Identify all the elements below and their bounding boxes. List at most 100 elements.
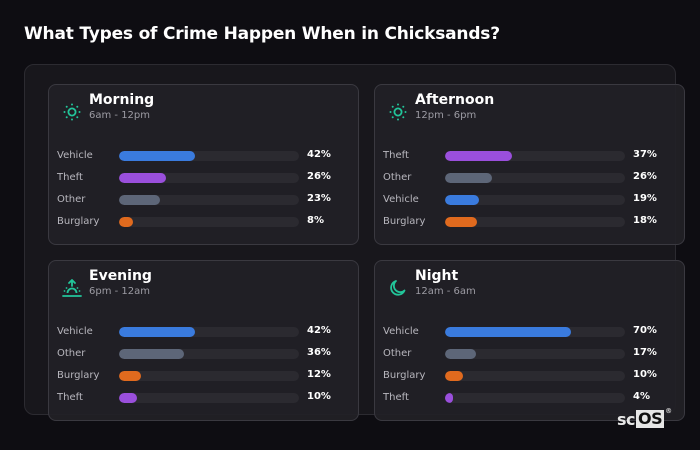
bar-value: 18% <box>633 215 657 226</box>
card-evening: Evening 6pm - 12am Vehicle 42% Other 36% Bur… <box>48 260 359 421</box>
bar-list: Vehicle 70% Other 17% Burglary 10% Theft 4% <box>375 323 684 411</box>
card-afternoon: Afternoon 12pm - 6pm Theft 37% Other 26% Veh… <box>374 84 685 245</box>
card-title: Evening <box>89 268 152 284</box>
bar-fill <box>119 393 137 403</box>
bar-track <box>445 151 625 161</box>
bar-value: 42% <box>307 325 331 336</box>
bar-label: Theft <box>383 392 409 403</box>
bar-value: 42% <box>307 149 331 160</box>
bar-fill <box>119 151 195 161</box>
bar-track <box>445 327 625 337</box>
bar-fill <box>445 371 463 381</box>
bar-value: 26% <box>307 171 331 182</box>
bar-label: Vehicle <box>57 150 93 161</box>
bar-value: 26% <box>633 171 657 182</box>
card-morning: Morning 6am - 12pm Vehicle 42% Theft 26% Oth… <box>48 84 359 245</box>
bar-row: Other 36% <box>49 345 358 367</box>
bar-label: Burglary <box>383 216 426 227</box>
bar-value: 36% <box>307 347 331 358</box>
bar-fill <box>119 327 195 337</box>
sun-icon <box>387 101 409 123</box>
card-time-range: 12am - 6am <box>415 286 476 297</box>
bar-fill <box>119 371 141 381</box>
bar-row: Theft 26% <box>49 169 358 191</box>
bar-track <box>119 349 299 359</box>
sun-icon <box>61 101 83 123</box>
bar-value: 37% <box>633 149 657 160</box>
bar-fill <box>119 217 134 227</box>
bar-fill <box>445 327 571 337</box>
bar-track <box>119 173 299 183</box>
bar-row: Other 17% <box>375 345 684 367</box>
bar-fill <box>445 217 478 227</box>
bar-fill <box>119 173 166 183</box>
bar-track <box>119 371 299 381</box>
bar-row: Theft 37% <box>375 147 684 169</box>
bar-fill <box>445 393 453 403</box>
bar-label: Other <box>383 172 412 183</box>
bar-list: Theft 37% Other 26% Vehicle 19% Burglary 18% <box>375 147 684 235</box>
bar-track <box>119 151 299 161</box>
scos-logo: sc OS ® <box>617 407 672 429</box>
bar-track <box>119 195 299 205</box>
bar-row: Vehicle 42% <box>49 323 358 345</box>
card-time-range: 6pm - 12am <box>89 286 151 297</box>
bar-list: Vehicle 42% Theft 26% Other 23% Burglary 8% <box>49 147 358 235</box>
bar-track <box>445 349 625 359</box>
bar-fill <box>119 195 161 205</box>
card-title: Night <box>415 268 459 284</box>
bar-row: Burglary 8% <box>49 213 358 235</box>
bar-track <box>119 393 299 403</box>
card-night: Night 12am - 6am Vehicle 70% Other 17% Burgl… <box>374 260 685 421</box>
bar-track <box>445 195 625 205</box>
bar-label: Theft <box>383 150 409 161</box>
card-title: Afternoon <box>415 92 495 108</box>
bar-track <box>119 327 299 337</box>
bar-row: Vehicle 42% <box>49 147 358 169</box>
bar-track <box>445 173 625 183</box>
card-title: Morning <box>89 92 155 108</box>
bar-row: Vehicle 19% <box>375 191 684 213</box>
bar-label: Burglary <box>57 370 100 381</box>
bar-row: Burglary 12% <box>49 367 358 389</box>
bar-value: 4% <box>633 391 650 402</box>
bar-row: Theft 10% <box>49 389 358 411</box>
bar-list: Vehicle 42% Other 36% Burglary 12% Theft 10% <box>49 323 358 411</box>
sunset-icon <box>61 277 83 299</box>
bar-value: 10% <box>307 391 331 402</box>
bar-fill <box>119 349 184 359</box>
bar-track <box>445 393 625 403</box>
bar-label: Vehicle <box>383 326 419 337</box>
bar-row: Burglary 18% <box>375 213 684 235</box>
logo-sc: sc <box>617 409 636 429</box>
bar-label: Other <box>383 348 412 359</box>
bar-value: 12% <box>307 369 331 380</box>
bar-track <box>119 217 299 227</box>
bar-label: Other <box>57 194 86 205</box>
bar-label: Burglary <box>57 216 100 227</box>
logo-os: OS <box>636 409 665 428</box>
page-title: What Types of Crime Happen When in Chick… <box>24 24 500 44</box>
bar-value: 70% <box>633 325 657 336</box>
bar-label: Vehicle <box>383 194 419 205</box>
bar-row: Other 26% <box>375 169 684 191</box>
bar-row: Other 23% <box>49 191 358 213</box>
bar-fill <box>445 151 512 161</box>
moon-icon <box>387 277 409 299</box>
bar-value: 19% <box>633 193 657 204</box>
bar-label: Vehicle <box>57 326 93 337</box>
bar-row: Theft 4% <box>375 389 684 411</box>
bar-row: Vehicle 70% <box>375 323 684 345</box>
bar-track <box>445 371 625 381</box>
bar-label: Other <box>57 348 86 359</box>
card-time-range: 6am - 12pm <box>89 110 151 121</box>
bar-fill <box>445 173 492 183</box>
bar-row: Burglary 10% <box>375 367 684 389</box>
bar-fill <box>445 195 480 205</box>
bar-value: 23% <box>307 193 331 204</box>
bar-label: Theft <box>57 172 83 183</box>
bar-value: 10% <box>633 369 657 380</box>
bar-track <box>445 217 625 227</box>
bar-label: Theft <box>57 392 83 403</box>
card-time-range: 12pm - 6pm <box>415 110 477 121</box>
